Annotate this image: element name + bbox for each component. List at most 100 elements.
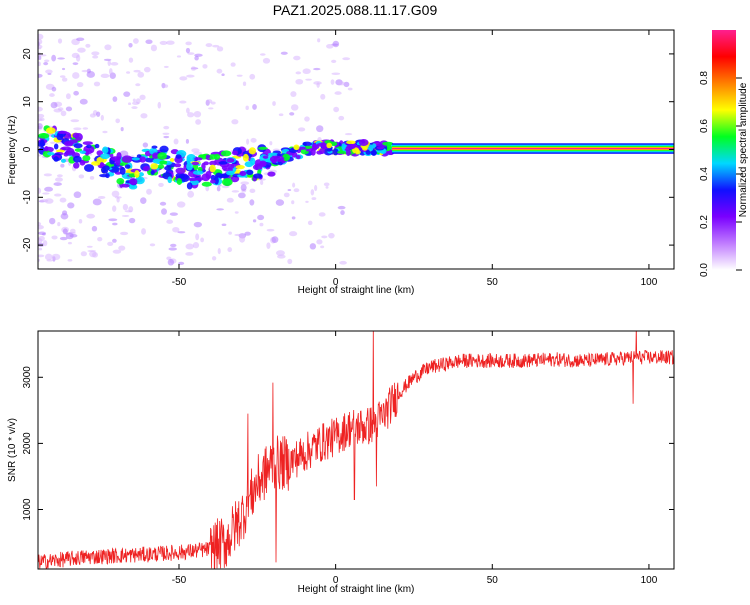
noise-blob <box>51 235 58 240</box>
x-tick-label: 100 <box>641 277 658 288</box>
noise-blob <box>231 190 240 193</box>
y-tick-label: 3000 <box>22 366 33 389</box>
y-tick-label: 0 <box>22 146 33 152</box>
spectral-blob <box>99 162 105 168</box>
noise-blob <box>208 107 214 110</box>
noise-blob <box>240 184 247 192</box>
noise-blob <box>289 112 295 116</box>
spectral-blob <box>248 147 257 155</box>
spectral-blob <box>134 170 140 178</box>
noise-blob <box>142 142 149 148</box>
noise-blob <box>249 73 256 80</box>
noise-blob <box>96 111 101 117</box>
spectral-blob <box>242 153 249 162</box>
spectral-blob <box>235 165 245 170</box>
noise-blob <box>38 38 43 45</box>
noise-blob <box>50 141 56 144</box>
spectral-blob <box>226 163 235 170</box>
spectral-blob <box>186 162 194 171</box>
spectral-blob <box>39 139 45 148</box>
noise-blob <box>314 184 318 192</box>
noise-blob <box>79 98 88 105</box>
noise-blob <box>206 99 213 104</box>
spectral-blob <box>73 155 82 163</box>
spectral-blob <box>157 152 168 160</box>
noise-blob <box>178 261 185 265</box>
noise-blob <box>137 71 145 78</box>
noise-blob <box>93 81 101 87</box>
colorbar-gradient <box>712 30 736 270</box>
noise-blob <box>97 237 103 242</box>
noise-blob <box>321 235 328 239</box>
noise-blob <box>250 137 257 143</box>
noise-blob <box>210 101 216 105</box>
noise-blob <box>163 65 169 68</box>
noise-blob <box>200 237 205 243</box>
noise-blob <box>339 260 347 265</box>
noise-blob <box>323 182 330 187</box>
noise-blob <box>38 187 42 194</box>
snr-series-line <box>38 331 674 569</box>
noise-blob <box>54 193 62 197</box>
noise-blob <box>111 190 120 198</box>
noise-blob <box>140 197 147 205</box>
spectral-blob <box>267 171 276 177</box>
spectral-blob <box>221 178 233 187</box>
spectral-blob <box>226 157 235 163</box>
spectral-blob <box>226 170 235 176</box>
spectral-blob <box>210 179 216 184</box>
noise-blob <box>333 106 340 113</box>
noise-blob <box>38 224 44 230</box>
spectral-blob <box>214 176 219 185</box>
noise-blob <box>231 119 239 125</box>
noise-blob <box>44 186 54 192</box>
spectral-blob <box>60 158 67 163</box>
x-tick-label: 50 <box>487 575 499 586</box>
spectral-blob <box>358 139 369 147</box>
noise-blob <box>331 59 337 63</box>
noise-blob <box>169 212 178 216</box>
noise-blob <box>72 62 79 66</box>
noise-blob <box>185 47 191 54</box>
noise-blob <box>205 43 213 48</box>
noise-blob <box>50 101 58 109</box>
spectral-blob <box>253 173 263 179</box>
spectral-blob <box>73 162 80 169</box>
noise-blob <box>187 190 195 198</box>
noise-blob <box>76 37 85 42</box>
spectral-blob <box>134 176 145 185</box>
noise-blob <box>38 113 45 119</box>
noise-blob <box>304 116 310 122</box>
spectral-blob <box>175 167 186 174</box>
noise-blob <box>61 67 66 71</box>
spectral-blob <box>60 146 72 151</box>
noise-blob <box>311 197 317 200</box>
noise-blob <box>316 82 320 88</box>
noise-blob <box>57 57 65 60</box>
spectral-blob <box>352 147 360 154</box>
spectral-blob <box>128 178 138 186</box>
noise-blob <box>192 242 200 249</box>
noise-blob <box>73 191 82 199</box>
spectral-blob <box>138 172 144 177</box>
spectral-blob <box>84 149 90 156</box>
noise-blob <box>39 54 47 57</box>
noise-blob <box>128 217 136 224</box>
spectral-blob <box>232 150 238 156</box>
noise-blob <box>91 225 98 232</box>
noise-blob <box>49 217 56 225</box>
noise-blob <box>334 91 342 95</box>
spectral-blob <box>191 161 200 166</box>
noise-blob <box>159 40 168 45</box>
noise-blob <box>38 123 43 130</box>
spectral-blob <box>102 146 109 154</box>
spectral-blob <box>274 155 285 162</box>
noise-blob <box>53 108 63 113</box>
spectral-blob <box>262 155 269 159</box>
noise-blob <box>38 222 42 226</box>
spectral-blob <box>82 141 93 146</box>
noise-blob <box>344 133 353 136</box>
noise-blob <box>78 174 85 179</box>
snr-frame <box>37 330 675 570</box>
noise-blob <box>305 200 309 203</box>
